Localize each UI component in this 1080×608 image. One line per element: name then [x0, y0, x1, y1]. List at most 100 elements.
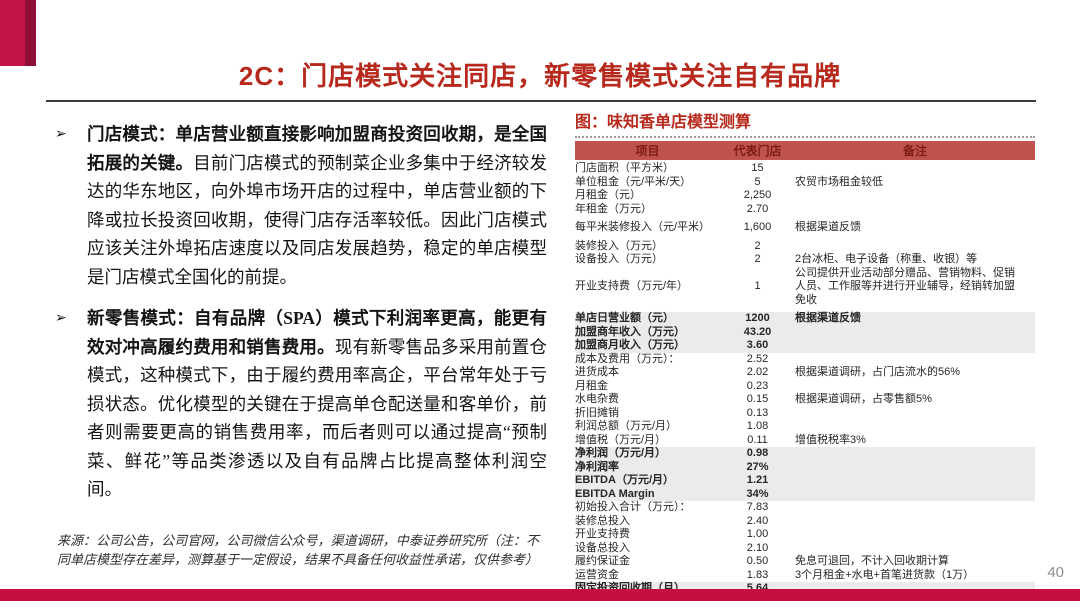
row-value: 0.13	[746, 406, 769, 419]
bullet-arrow-icon: ➢	[55, 309, 67, 325]
table-row: 门店面积（平方米） 15	[575, 162, 1035, 176]
bullet-text: 门店模式：单店营业额直接影响加盟商投资回收期，是全国拓展的关键。目前门店模式的预…	[87, 120, 547, 291]
bullet-arrow-icon: ➢	[55, 125, 67, 141]
row-item-label: 利润总额（万元/月）	[575, 420, 678, 432]
table-header-note: 备注	[902, 144, 927, 158]
bullet-text-rest: 现有新零售品多采用前置仓模式，这种模式下，由于履约费用率高企，平台常年处于亏损状…	[87, 336, 548, 500]
row-note: 根据渠道调研，占门店流水的56%	[795, 366, 961, 378]
row-value: 0.11	[747, 433, 768, 446]
table-row: 月租金（元） 2,250	[575, 189, 1035, 203]
row-item-label: 门店面积（平方米）	[575, 162, 674, 174]
row-value: 15	[751, 162, 764, 174]
table-row: 利润总额（万元/月） 1.08	[575, 420, 1035, 434]
row-note: 2台冰柜、电子设备（称重、收银）等	[795, 253, 978, 265]
row-value: 1200	[745, 312, 770, 324]
row-note: 公司提供开业活动部分赠品、营销物料、促销人员、工作服等并进行开业辅导，经销转加盟…	[795, 266, 1015, 306]
row-item-label: 单位租金（元/平米/天）	[575, 175, 692, 188]
row-item-label: 加盟商年收入（万元）	[575, 325, 685, 338]
row-value: 1.08	[746, 420, 769, 432]
row-value: 2.70	[746, 202, 769, 215]
row-value: 1.83	[746, 568, 769, 581]
row-value: 2	[754, 253, 761, 265]
row-item-label: 设备投入（万元）	[575, 253, 663, 265]
row-item-label: 装修投入（万元）	[575, 239, 663, 252]
row-note: 根据渠道反馈	[795, 221, 861, 233]
table-header-item: 项目	[635, 144, 660, 158]
table-row: 单位租金（元/平米/天） 5 农贸市场租金较低	[575, 176, 1035, 190]
footer-bar	[0, 589, 1080, 601]
row-value: 2.02	[746, 366, 769, 378]
row-value: 27%	[746, 460, 769, 473]
table-header-row: 项目 代表门店 备注	[575, 141, 1035, 160]
table-row: 成本及费用（万元）： 2.52	[575, 353, 1035, 367]
table-row: 加盟商月收入（万元） 3.60	[575, 339, 1035, 353]
row-value: 0.50	[746, 555, 769, 567]
bullet-text: 新零售模式：自有品牌（SPA）模式下利润率更高，能更有效对冲高履约费用和销售费用…	[87, 304, 547, 504]
table-row: EBITDA Margin 34%	[575, 487, 1035, 501]
row-item-label: 成本及费用（万元）：	[575, 352, 680, 365]
row-note: 根据渠道反馈	[795, 312, 861, 324]
row-item-label: 设备总投入	[575, 541, 630, 554]
figure-title: 图：味知香单店模型测算	[575, 108, 1035, 138]
title-divider	[46, 100, 1036, 102]
row-note: 农贸市场租金较低	[795, 175, 883, 188]
row-item-label: 水电杂费	[575, 393, 619, 405]
table-row: 开业支持费（万元/年） 1 公司提供开业活动部分赠品、营销物料、促销人员、工作服…	[575, 267, 1035, 308]
brand-logo-mark-dark-stripe	[25, 0, 36, 66]
table-row: 进货成本 2.02 根据渠道调研，占门店流水的56%	[575, 366, 1035, 380]
figure-panel: 图：味知香单店模型测算 项目 代表门店 备注 门店面积（平方米） 15 单位租金…	[575, 108, 1035, 598]
table-row: 运营资金 1.83 3个月租金+水电+首笔进货款（1万）	[575, 569, 1035, 583]
row-item-label: 单店日营业额（元）	[575, 312, 674, 324]
row-value: 0.98	[746, 447, 769, 459]
row-value: 5	[754, 175, 761, 188]
row-item-label: 进货成本	[575, 366, 619, 378]
row-value: 2.52	[746, 352, 769, 365]
table-header-value: 代表门店	[733, 144, 782, 158]
table-row: 开业支持费 1.00	[575, 528, 1035, 542]
source-note: 来源：公司公告，公司官网，公司微信公众号，渠道调研，中泰证券研究所（注：不同单店…	[57, 533, 539, 567]
bullet-text-bold: 新零售模式：自有品牌（SPA）模式下利润率更高，能更有效对冲高履约费用和销售费用…	[87, 308, 547, 357]
row-value: 2,250	[743, 189, 772, 201]
row-note: 3个月租金+水电+首笔进货款（1万）	[795, 568, 975, 581]
table-row: 折旧摊销 0.13	[575, 407, 1035, 421]
row-item-label: 履约保证金	[575, 555, 630, 567]
row-item-label: 净利润率	[575, 460, 619, 473]
row-item-label: 初始投入合计（万元）：	[575, 501, 691, 513]
table-row: 加盟商年收入（万元） 43.20	[575, 325, 1035, 339]
brand-logo-mark	[0, 0, 36, 66]
row-item-label: 月租金	[575, 379, 608, 392]
row-value: 2.40	[746, 514, 769, 527]
row-item-label: 月租金（元）	[575, 189, 641, 201]
row-value: 0.23	[746, 379, 769, 392]
row-item-label: 每平米装修投入（元/平米）	[575, 221, 711, 233]
page-title: 2C：门店模式关注同店，新零售模式关注自有品牌	[238, 61, 842, 91]
table-row: 净利润率 27%	[575, 460, 1035, 474]
row-item-label: 开业支持费（万元/年）	[575, 280, 689, 292]
table-row: 初始投入合计（万元）： 7.83	[575, 501, 1035, 515]
bullet-item-new-retail-model: ➢ 新零售模式：自有品牌（SPA）模式下利润率更高，能更有效对冲高履约费用和销售…	[55, 304, 547, 504]
bullet-text-bold: 门店模式：单店营业额直接影响加盟商投资回收期，是全国拓展的关键。	[87, 124, 547, 173]
row-item-label: 运营资金	[575, 568, 619, 581]
row-item-label: 年租金（万元）	[575, 202, 652, 215]
table-row: 水电杂费 0.15 根据渠道调研，占零售额5%	[575, 393, 1035, 407]
table-row: 履约保证金 0.50 免息可退回，不计入回收期计算	[575, 555, 1035, 569]
table-row: 月租金 0.23	[575, 380, 1035, 394]
table-row: 年租金（万元） 2.70	[575, 203, 1035, 217]
table-row: 增值税（万元/月） 0.11 增值税税率3%	[575, 434, 1035, 448]
row-value: 43.20	[743, 325, 772, 338]
table-row: 单店日营业额（元） 1200 根据渠道反馈	[575, 312, 1035, 326]
table-row: 设备投入（万元） 2 2台冰柜、电子设备（称重、收银）等	[575, 253, 1035, 267]
row-value: 1.00	[746, 528, 769, 540]
row-value: 1.21	[746, 474, 769, 486]
row-item-label: 开业支持费	[575, 528, 630, 540]
row-item-label: 装修总投入	[575, 514, 630, 527]
row-value: 7.83	[746, 501, 769, 513]
row-value: 1	[754, 280, 761, 292]
row-item-label: 增值税（万元/月）	[575, 433, 667, 446]
row-note: 根据渠道调研，占零售额5%	[795, 393, 932, 405]
bullet-text-rest: 目前门店模式的预制菜企业多集中于经济较发达的华东地区，向外埠市场开店的过程中，单…	[87, 152, 548, 287]
row-item-label: EBITDA（万元/月）	[575, 474, 674, 486]
model-table: 门店面积（平方米） 15 单位租金（元/平米/天） 5 农贸市场租金较低 月租金…	[575, 162, 1035, 598]
row-value: 1,600	[743, 221, 772, 233]
